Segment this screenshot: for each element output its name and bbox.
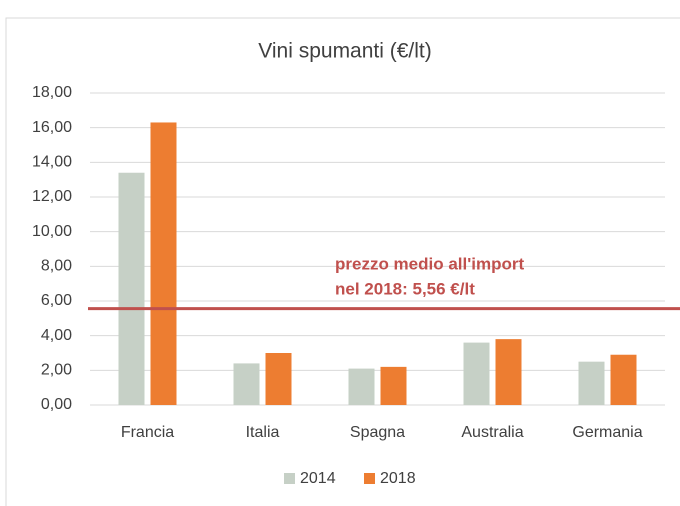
bar [265,353,292,405]
x-tick-label: Australia [461,424,523,441]
y-tick-label: 18,00 [32,84,72,101]
x-tick-label: Germania [572,424,642,441]
bar [495,339,522,405]
y-tick-label: 16,00 [32,119,72,136]
annotation: nel 2018: 5,56 €/lt [335,279,475,298]
x-tick-label: Spagna [350,424,405,441]
x-tick-label: Italia [246,424,280,441]
y-tick-label: 6,00 [41,292,72,309]
y-tick-label: 14,00 [32,154,72,171]
legend-label: 2018 [380,470,416,487]
bar [578,361,605,405]
y-tick-label: 8,00 [41,258,72,275]
bar [150,122,177,405]
bar [233,363,260,405]
bar [610,354,637,405]
bar [380,366,407,405]
y-tick-label: 12,00 [32,188,72,205]
legend-swatch [364,473,375,484]
y-tick-label: 4,00 [41,327,72,344]
bar [348,368,375,405]
chart-frame [5,17,680,506]
bar [118,172,145,405]
y-tick-label: 0,00 [41,396,72,413]
y-tick-label: 2,00 [41,362,72,379]
annotation: prezzo medio all'import [335,254,525,273]
bar [463,342,490,405]
y-tick-label: 10,00 [32,223,72,240]
x-tick-label: Francia [121,424,174,441]
chart-title: Vini spumanti (€/lt) [258,40,432,63]
legend-swatch [284,473,295,484]
legend-label: 2014 [300,470,336,487]
